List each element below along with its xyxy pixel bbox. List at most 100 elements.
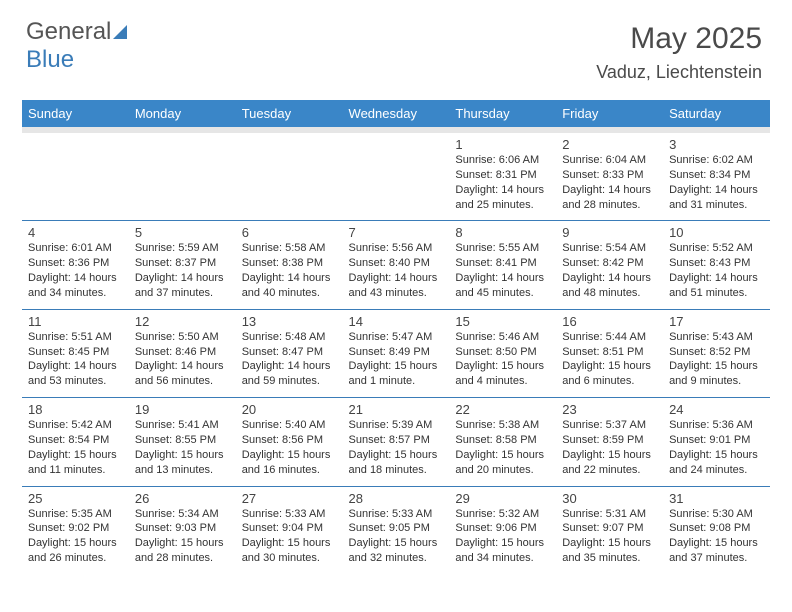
day-number: 6 [242,225,337,240]
day-info: Sunrise: 5:54 AMSunset: 8:42 PMDaylight:… [562,241,657,300]
sunset-line: Sunset: 8:50 PM [455,345,550,360]
daylight-line: Daylight: 14 hours and 53 minutes. [28,359,123,389]
day-number: 9 [562,225,657,240]
sunset-line: Sunset: 8:54 PM [28,433,123,448]
day-number: 5 [135,225,230,240]
daylight-line: Daylight: 14 hours and 45 minutes. [455,271,550,301]
sunset-line: Sunset: 8:33 PM [562,168,657,183]
daylight-line: Daylight: 14 hours and 48 minutes. [562,271,657,301]
sunset-line: Sunset: 9:08 PM [669,521,764,536]
sunrise-line: Sunrise: 5:32 AM [455,507,550,522]
day-info: Sunrise: 5:37 AMSunset: 8:59 PMDaylight:… [562,418,657,477]
day-number: 30 [562,491,657,506]
daylight-line: Daylight: 15 hours and 37 minutes. [669,536,764,566]
calendar-day-cell: 2Sunrise: 6:04 AMSunset: 8:33 PMDaylight… [556,130,663,221]
day-number: 19 [135,402,230,417]
day-info: Sunrise: 5:39 AMSunset: 8:57 PMDaylight:… [349,418,444,477]
daylight-line: Daylight: 14 hours and 34 minutes. [28,271,123,301]
daylight-line: Daylight: 15 hours and 22 minutes. [562,448,657,478]
day-number: 14 [349,314,444,329]
sunrise-line: Sunrise: 5:36 AM [669,418,764,433]
sunrise-line: Sunrise: 5:40 AM [242,418,337,433]
day-info: Sunrise: 5:52 AMSunset: 8:43 PMDaylight:… [669,241,764,300]
day-number: 21 [349,402,444,417]
sunset-line: Sunset: 8:41 PM [455,256,550,271]
calendar-day-cell: 30Sunrise: 5:31 AMSunset: 9:07 PMDayligh… [556,486,663,574]
day-number: 18 [28,402,123,417]
sunrise-line: Sunrise: 5:59 AM [135,241,230,256]
sunset-line: Sunset: 9:01 PM [669,433,764,448]
day-number: 27 [242,491,337,506]
calendar-day-cell: 3Sunrise: 6:02 AMSunset: 8:34 PMDaylight… [663,130,770,221]
sunrise-line: Sunrise: 5:33 AM [242,507,337,522]
day-number: 1 [455,137,550,152]
day-info: Sunrise: 5:36 AMSunset: 9:01 PMDaylight:… [669,418,764,477]
daylight-line: Daylight: 14 hours and 25 minutes. [455,183,550,213]
day-info: Sunrise: 5:33 AMSunset: 9:04 PMDaylight:… [242,507,337,566]
calendar-day-cell: 24Sunrise: 5:36 AMSunset: 9:01 PMDayligh… [663,398,770,486]
sunset-line: Sunset: 9:02 PM [28,521,123,536]
sunset-line: Sunset: 8:46 PM [135,345,230,360]
daylight-line: Daylight: 15 hours and 18 minutes. [349,448,444,478]
logo-triangle-icon [113,25,127,39]
day-info: Sunrise: 6:06 AMSunset: 8:31 PMDaylight:… [455,153,550,212]
sunset-line: Sunset: 8:52 PM [669,345,764,360]
sunset-line: Sunset: 8:59 PM [562,433,657,448]
calendar-week-row: 11Sunrise: 5:51 AMSunset: 8:45 PMDayligh… [22,309,770,397]
sunrise-line: Sunrise: 5:30 AM [669,507,764,522]
sunset-line: Sunset: 8:37 PM [135,256,230,271]
day-number: 17 [669,314,764,329]
day-info: Sunrise: 5:30 AMSunset: 9:08 PMDaylight:… [669,507,764,566]
daylight-line: Daylight: 14 hours and 43 minutes. [349,271,444,301]
day-info: Sunrise: 5:46 AMSunset: 8:50 PMDaylight:… [455,330,550,389]
day-number: 15 [455,314,550,329]
day-info: Sunrise: 5:48 AMSunset: 8:47 PMDaylight:… [242,330,337,389]
calendar-day-cell: 10Sunrise: 5:52 AMSunset: 8:43 PMDayligh… [663,221,770,309]
calendar-day-cell: 5Sunrise: 5:59 AMSunset: 8:37 PMDaylight… [129,221,236,309]
daylight-line: Daylight: 15 hours and 1 minute. [349,359,444,389]
sunset-line: Sunset: 8:51 PM [562,345,657,360]
sunset-line: Sunset: 9:06 PM [455,521,550,536]
page-subtitle: Vaduz, Liechtenstein [596,62,762,83]
day-number: 11 [28,314,123,329]
calendar-day-cell: 25Sunrise: 5:35 AMSunset: 9:02 PMDayligh… [22,486,129,574]
sunrise-line: Sunrise: 5:56 AM [349,241,444,256]
day-info: Sunrise: 6:02 AMSunset: 8:34 PMDaylight:… [669,153,764,212]
sunrise-line: Sunrise: 5:37 AM [562,418,657,433]
day-info: Sunrise: 5:38 AMSunset: 8:58 PMDaylight:… [455,418,550,477]
day-number: 13 [242,314,337,329]
day-number: 2 [562,137,657,152]
daylight-line: Daylight: 15 hours and 35 minutes. [562,536,657,566]
daylight-line: Daylight: 14 hours and 40 minutes. [242,271,337,301]
sunset-line: Sunset: 9:03 PM [135,521,230,536]
daylight-line: Daylight: 15 hours and 4 minutes. [455,359,550,389]
calendar-day-cell: 12Sunrise: 5:50 AMSunset: 8:46 PMDayligh… [129,309,236,397]
daylight-line: Daylight: 14 hours and 51 minutes. [669,271,764,301]
day-info: Sunrise: 5:47 AMSunset: 8:49 PMDaylight:… [349,330,444,389]
day-info: Sunrise: 5:31 AMSunset: 9:07 PMDaylight:… [562,507,657,566]
daylight-line: Daylight: 15 hours and 6 minutes. [562,359,657,389]
daylight-line: Daylight: 15 hours and 13 minutes. [135,448,230,478]
daylight-line: Daylight: 15 hours and 32 minutes. [349,536,444,566]
sunset-line: Sunset: 8:47 PM [242,345,337,360]
calendar-day-cell: 27Sunrise: 5:33 AMSunset: 9:04 PMDayligh… [236,486,343,574]
daylight-line: Daylight: 15 hours and 24 minutes. [669,448,764,478]
calendar-day-cell: 8Sunrise: 5:55 AMSunset: 8:41 PMDaylight… [449,221,556,309]
calendar-day-cell: 22Sunrise: 5:38 AMSunset: 8:58 PMDayligh… [449,398,556,486]
weekday-header: Thursday [449,100,556,130]
day-number: 31 [669,491,764,506]
calendar-table: Sunday Monday Tuesday Wednesday Thursday… [22,100,770,574]
day-number: 12 [135,314,230,329]
logo-part2: Blue [26,46,74,73]
weekday-header: Tuesday [236,100,343,130]
weekday-header: Saturday [663,100,770,130]
sunset-line: Sunset: 8:49 PM [349,345,444,360]
sunset-line: Sunset: 8:42 PM [562,256,657,271]
weekday-header: Friday [556,100,663,130]
sunset-line: Sunset: 8:40 PM [349,256,444,271]
sunset-line: Sunset: 9:05 PM [349,521,444,536]
calendar-day-cell [129,130,236,221]
day-number: 7 [349,225,444,240]
daylight-line: Daylight: 14 hours and 37 minutes. [135,271,230,301]
day-number: 8 [455,225,550,240]
